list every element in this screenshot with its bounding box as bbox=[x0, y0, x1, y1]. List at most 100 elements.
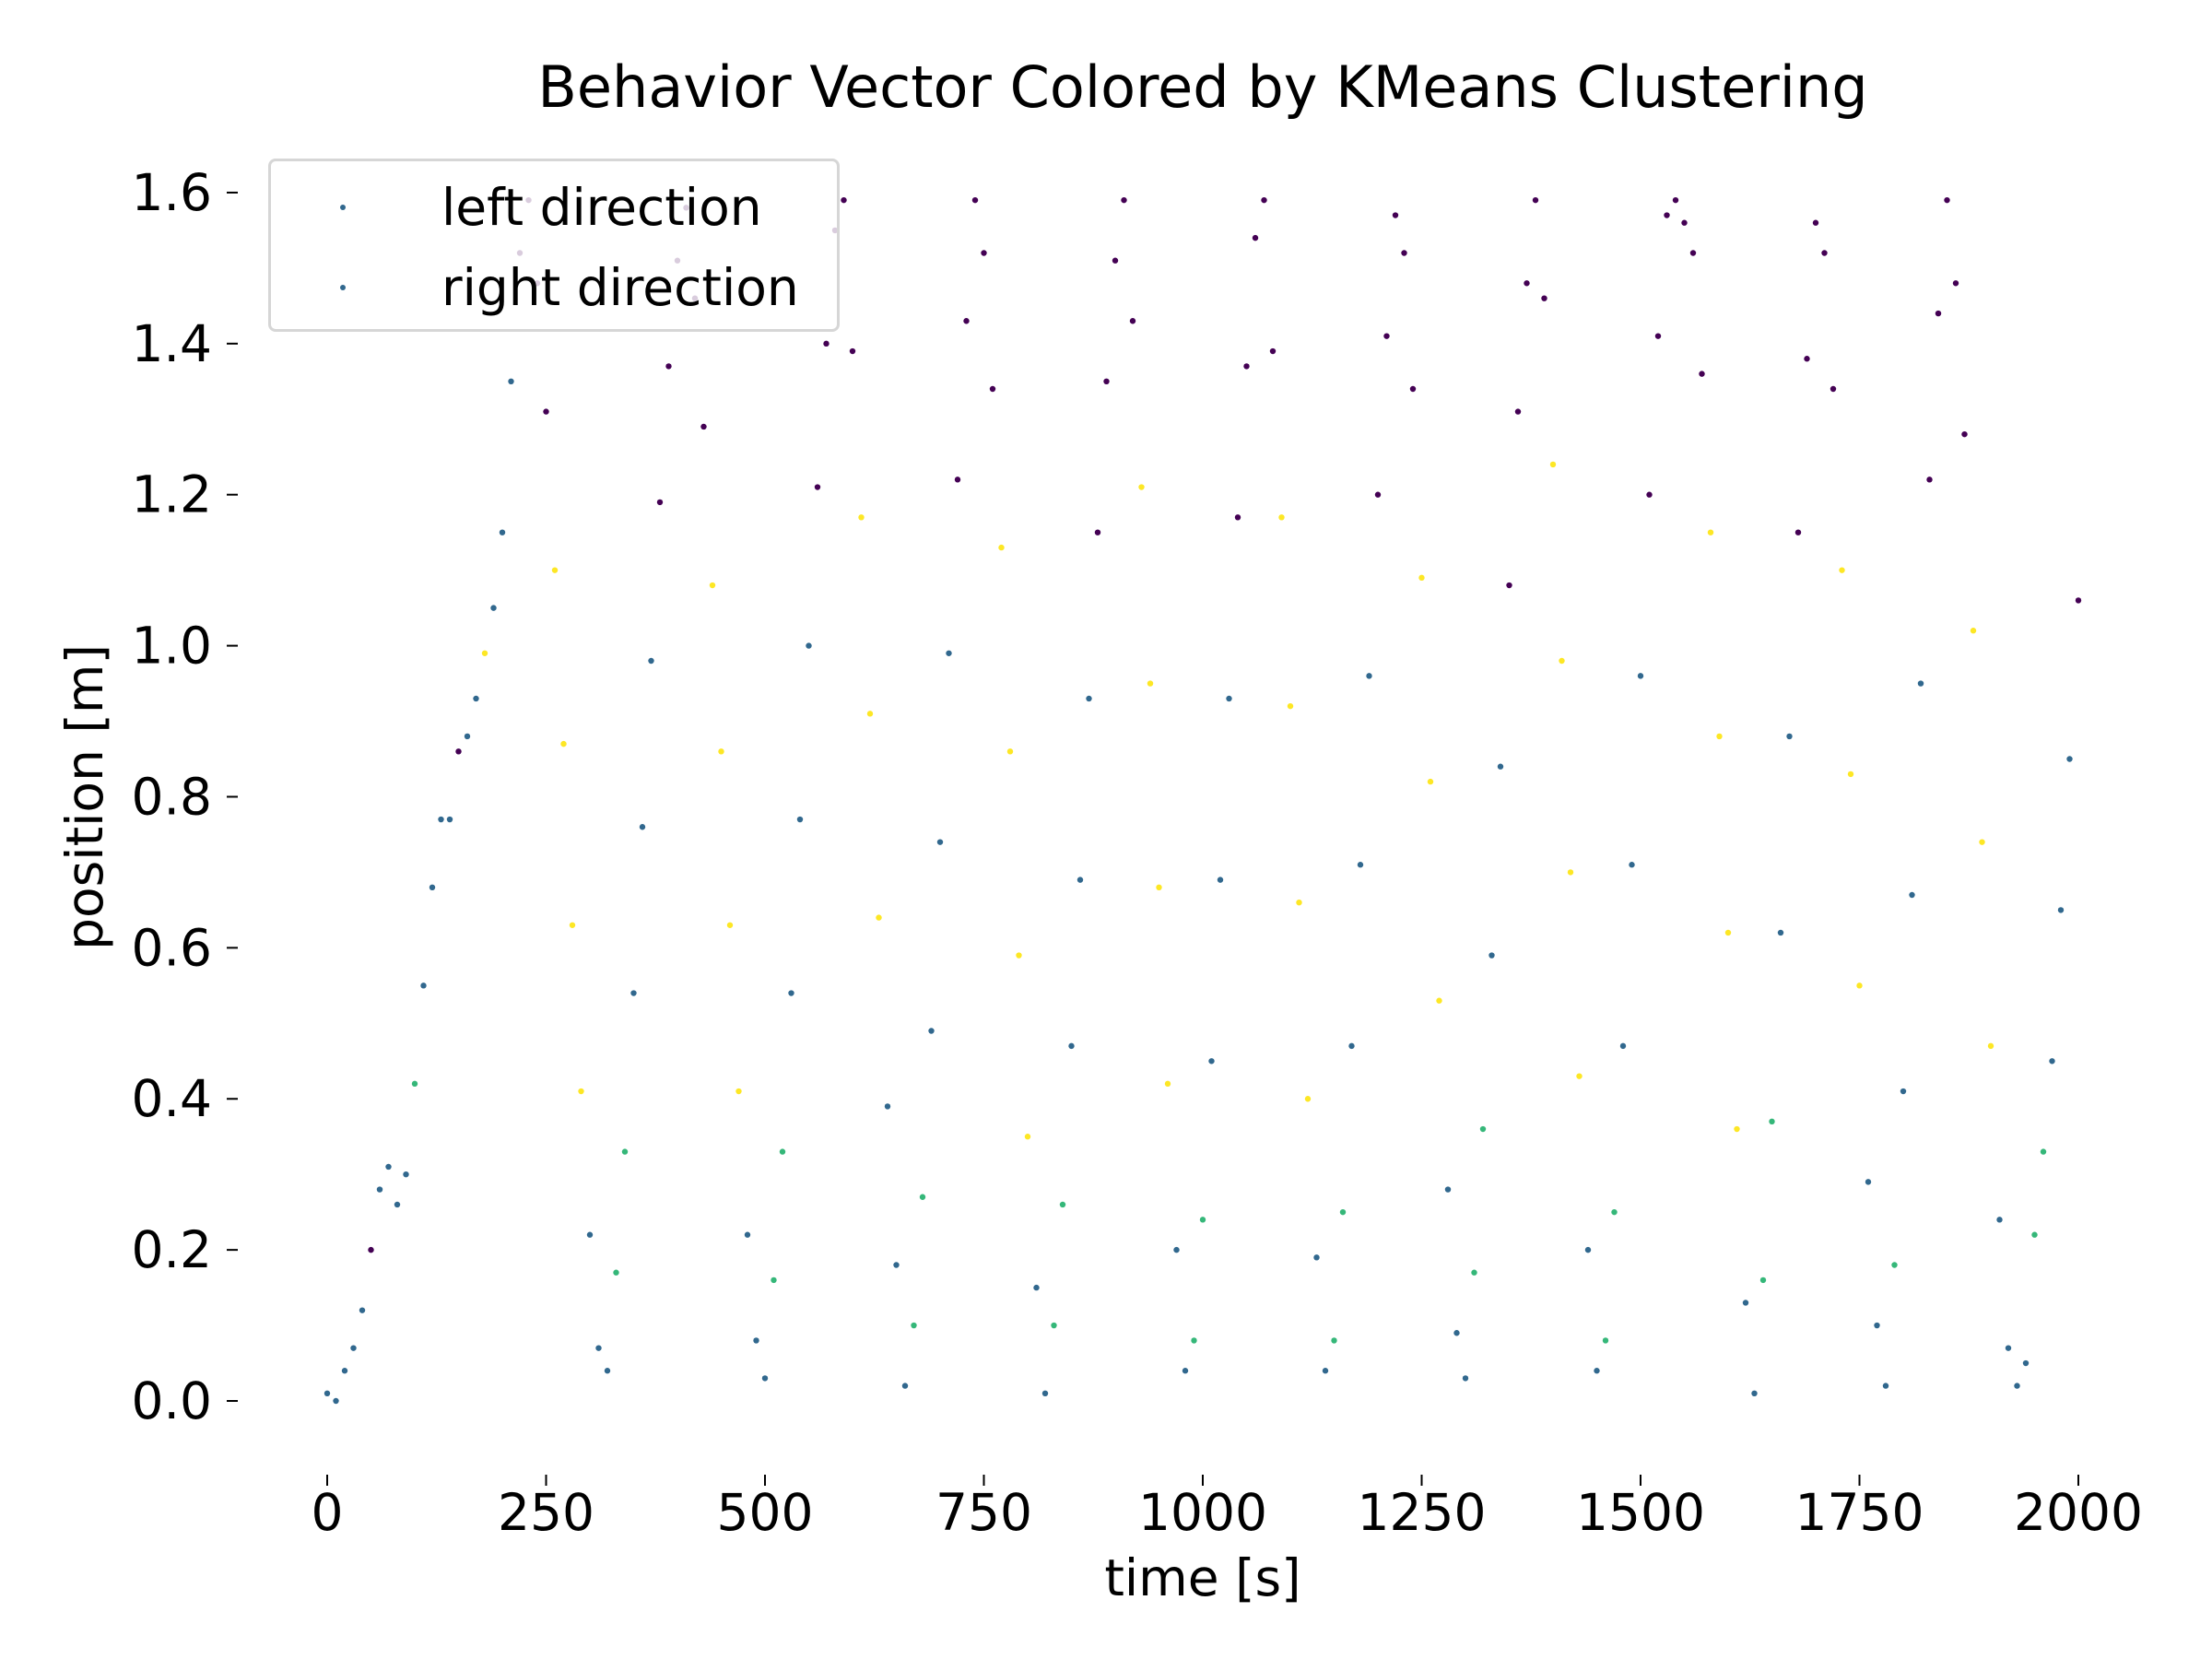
x-tick-label: 1750 bbox=[1795, 1483, 1924, 1542]
data-point bbox=[560, 740, 567, 747]
data-point bbox=[1383, 333, 1390, 339]
data-point bbox=[2022, 1359, 2030, 1367]
data-point bbox=[1418, 574, 1425, 582]
data-point bbox=[1672, 196, 1679, 204]
y-tick-label: 1.2 bbox=[132, 465, 212, 524]
data-point bbox=[1269, 347, 1277, 355]
data-point bbox=[385, 1163, 392, 1171]
data-point bbox=[1637, 673, 1644, 679]
data-point bbox=[1514, 408, 1522, 415]
legend-marker-icon bbox=[340, 205, 346, 210]
data-point bbox=[1664, 212, 1670, 218]
data-point bbox=[543, 408, 549, 415]
data-point bbox=[726, 922, 734, 928]
data-point bbox=[919, 1194, 926, 1200]
data-point bbox=[893, 1262, 900, 1268]
x-tick-label: 2000 bbox=[2014, 1483, 2143, 1542]
data-point bbox=[1401, 250, 1407, 256]
data-point bbox=[1707, 529, 1714, 535]
x-tick-label: 500 bbox=[717, 1483, 814, 1542]
data-point bbox=[936, 839, 944, 845]
data-point bbox=[1532, 196, 1539, 204]
data-point bbox=[1541, 295, 1547, 301]
data-point bbox=[1173, 1246, 1180, 1253]
data-point bbox=[1278, 514, 1285, 521]
data-point bbox=[1121, 196, 1127, 204]
data-point bbox=[1751, 1390, 1758, 1397]
data-point bbox=[1339, 1208, 1347, 1216]
data-point bbox=[1681, 219, 1688, 226]
legend-label: right direction bbox=[441, 258, 799, 317]
data-point bbox=[1059, 1201, 1066, 1208]
data-point bbox=[1322, 1368, 1329, 1374]
data-point bbox=[1724, 929, 1732, 936]
data-point bbox=[1996, 1217, 2003, 1223]
data-point bbox=[796, 816, 804, 823]
data-point bbox=[718, 748, 724, 755]
data-point bbox=[368, 1246, 374, 1253]
data-point bbox=[569, 922, 576, 928]
data-point bbox=[464, 733, 471, 740]
data-point bbox=[744, 1231, 751, 1238]
data-point bbox=[866, 711, 874, 717]
data-point bbox=[1769, 1118, 1775, 1125]
data-point bbox=[1462, 1375, 1469, 1382]
data-point bbox=[761, 1375, 769, 1382]
data-point bbox=[963, 318, 970, 324]
x-tick-label: 1250 bbox=[1358, 1483, 1487, 1542]
data-point bbox=[1252, 234, 1259, 241]
data-point bbox=[1331, 1337, 1337, 1344]
data-point bbox=[2005, 1345, 2012, 1351]
data-point bbox=[1759, 1277, 1767, 1284]
data-point bbox=[1777, 929, 1784, 936]
data-point bbox=[1086, 695, 1092, 702]
data-point bbox=[1567, 869, 1574, 876]
data-point bbox=[1006, 748, 1014, 755]
data-point bbox=[1689, 250, 1697, 256]
data-point bbox=[1917, 680, 1924, 687]
data-point bbox=[551, 567, 559, 573]
data-point bbox=[771, 1277, 777, 1284]
data-point bbox=[394, 1201, 401, 1208]
data-point bbox=[1742, 1300, 1749, 1306]
data-point bbox=[1654, 333, 1662, 339]
x-tick-label: 250 bbox=[498, 1483, 594, 1542]
x-axis-label: time [s] bbox=[1104, 1548, 1301, 1607]
data-point bbox=[1584, 1246, 1592, 1253]
data-point bbox=[1112, 257, 1119, 264]
legend-marker-icon bbox=[340, 285, 346, 290]
data-point bbox=[1033, 1284, 1040, 1291]
data-point bbox=[2049, 1058, 2055, 1065]
data-point bbox=[814, 484, 821, 490]
data-point bbox=[1041, 1390, 1049, 1397]
data-point bbox=[753, 1337, 759, 1344]
data-point bbox=[1619, 1042, 1627, 1050]
data-point bbox=[1024, 1134, 1031, 1140]
data-point bbox=[481, 650, 488, 656]
data-point bbox=[858, 514, 865, 521]
data-point bbox=[1427, 778, 1434, 785]
data-point bbox=[779, 1148, 786, 1155]
data-point bbox=[648, 657, 654, 665]
data-point bbox=[700, 423, 707, 430]
data-point bbox=[499, 529, 506, 535]
data-point bbox=[1804, 356, 1810, 362]
data-point bbox=[630, 990, 637, 996]
data-point bbox=[2014, 1382, 2020, 1389]
data-point bbox=[1716, 733, 1723, 740]
data-point bbox=[1164, 1080, 1171, 1088]
data-point bbox=[1348, 1042, 1355, 1050]
data-point bbox=[1699, 371, 1705, 377]
y-tick-label: 1.0 bbox=[132, 617, 212, 676]
data-point bbox=[709, 582, 716, 589]
data-point bbox=[403, 1171, 409, 1178]
data-point bbox=[1987, 1042, 1994, 1050]
y-tick-label: 1.4 bbox=[132, 314, 212, 373]
data-point bbox=[1409, 385, 1417, 393]
data-point bbox=[971, 196, 979, 204]
data-point bbox=[473, 695, 479, 702]
data-point bbox=[656, 499, 664, 506]
data-point bbox=[1094, 529, 1101, 535]
data-point bbox=[849, 347, 856, 355]
data-point bbox=[2040, 1148, 2047, 1155]
